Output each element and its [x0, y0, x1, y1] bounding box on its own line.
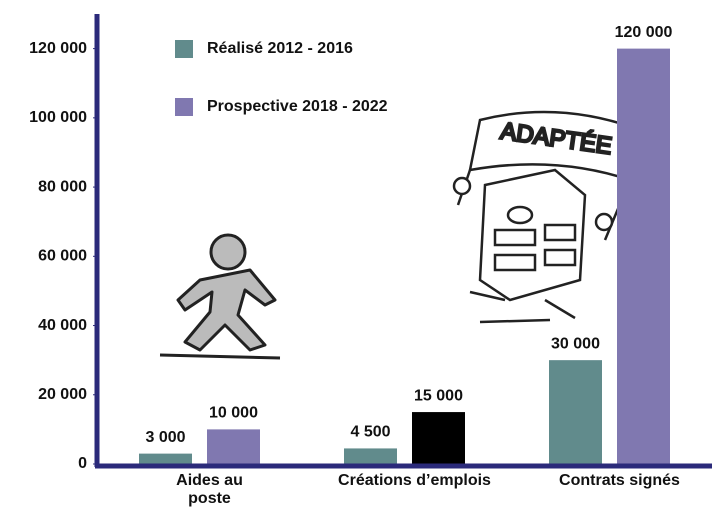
- y-tick-label: 0: [78, 455, 87, 472]
- legend-label: Réalisé 2012 - 2016: [207, 40, 353, 57]
- x-tick-label-box: Aides au poste: [125, 472, 295, 517]
- value-label: 120 000: [615, 24, 673, 41]
- y-tick-label: 120 000: [29, 40, 87, 57]
- value-label: 15 000: [414, 387, 463, 404]
- y-tick-label: 80 000: [38, 178, 87, 195]
- legend-swatch: [175, 40, 193, 58]
- bar: [344, 448, 397, 464]
- bar: [139, 454, 192, 464]
- y-tick-label: 100 000: [29, 109, 87, 126]
- legend-swatch: [175, 98, 193, 116]
- y-tick-label: 40 000: [38, 317, 87, 334]
- value-label: 4 500: [350, 424, 390, 441]
- x-tick-label: Aides au poste: [165, 472, 255, 508]
- y-tick-label: 20 000: [38, 386, 87, 403]
- value-label: 3 000: [145, 429, 185, 446]
- value-label: 10 000: [209, 405, 258, 422]
- chart: ADAPTÉE 0 20 000 40 000 60 000 80 000 100 000…: [0, 0, 712, 517]
- bar: [549, 360, 602, 464]
- illustration-walker: [160, 235, 280, 358]
- bar: [207, 429, 260, 464]
- bar: [617, 49, 670, 464]
- bar: [412, 412, 465, 464]
- illustration-building: ADAPTÉE: [454, 112, 640, 322]
- x-tick-label: Créations d’emplois: [330, 472, 500, 490]
- y-tick-label: 60 000: [38, 248, 87, 265]
- value-label: 30 000: [551, 335, 600, 352]
- x-tick-label-box: Créations d’emplois: [330, 472, 500, 517]
- x-tick-label-box: Contrats signés: [535, 472, 705, 517]
- x-tick-label: Contrats signés: [535, 472, 705, 490]
- legend-label: Prospective 2018 - 2022: [207, 98, 388, 115]
